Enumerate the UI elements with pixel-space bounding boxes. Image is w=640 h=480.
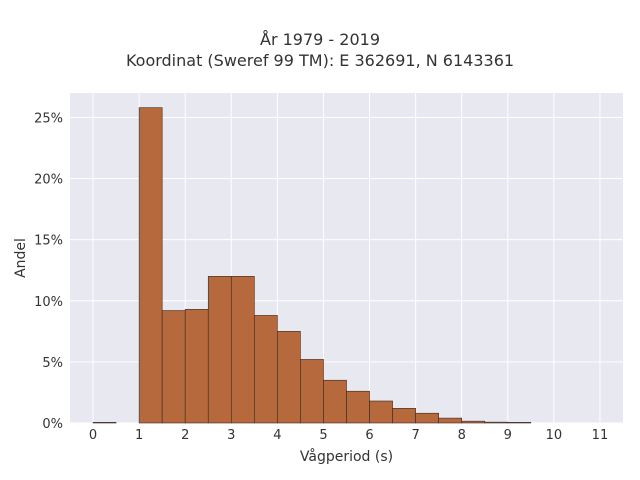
x-tick-label: 8 <box>458 428 466 443</box>
y-axis-ticks: 0% 5% 10% 15% 20% 25% <box>34 111 63 432</box>
histogram-bars <box>92 107 532 424</box>
histogram-bar <box>207 276 232 424</box>
histogram-bar <box>369 400 393 424</box>
chart-title: År 1979 - 2019 <box>260 30 380 49</box>
x-tick-label: 5 <box>319 428 327 443</box>
x-tick-label: 7 <box>411 428 419 443</box>
histogram-bar <box>415 412 439 424</box>
histogram-bar <box>161 310 186 424</box>
histogram-bar <box>230 276 255 424</box>
y-tick-label: 15% <box>34 234 63 249</box>
histogram-bar <box>184 309 209 424</box>
y-tick-label: 20% <box>34 173 63 188</box>
chart-subtitle: Koordinat (Sweref 99 TM): E 362691, N 61… <box>125 51 515 70</box>
x-tick-label: 10 <box>546 428 563 443</box>
y-tick-label: 5% <box>42 356 63 371</box>
histogram-bar <box>392 408 416 424</box>
histogram-bar <box>484 421 509 424</box>
histogram-bar <box>138 107 163 424</box>
y-tick-label: 10% <box>34 295 63 310</box>
x-tick-label: 1 <box>135 428 143 443</box>
histogram-bar <box>323 379 347 424</box>
y-axis-label: Andel <box>13 238 29 278</box>
histogram-bar <box>461 420 486 424</box>
histogram-bar <box>346 390 370 424</box>
x-tick-label: 2 <box>181 428 189 443</box>
x-tick-label: 4 <box>273 428 281 443</box>
histogram-bar <box>438 417 463 424</box>
x-axis-ticks: 0 1 2 3 4 5 6 7 8 9 10 11 <box>89 428 608 443</box>
y-tick-label: 0% <box>42 417 63 432</box>
histogram-bar <box>507 422 532 424</box>
x-tick-label: 9 <box>504 428 512 443</box>
x-tick-label: 6 <box>365 428 373 443</box>
histogram-bar <box>277 331 301 424</box>
histogram-bar <box>300 359 324 424</box>
x-tick-label: 11 <box>592 428 609 443</box>
x-axis-label: Vågperiod (s) <box>300 448 393 465</box>
x-tick-label: 0 <box>89 428 97 443</box>
x-tick-label: 3 <box>227 428 235 443</box>
histogram-bar <box>92 422 117 424</box>
y-tick-label: 25% <box>34 111 63 126</box>
histogram-bar <box>254 315 278 424</box>
